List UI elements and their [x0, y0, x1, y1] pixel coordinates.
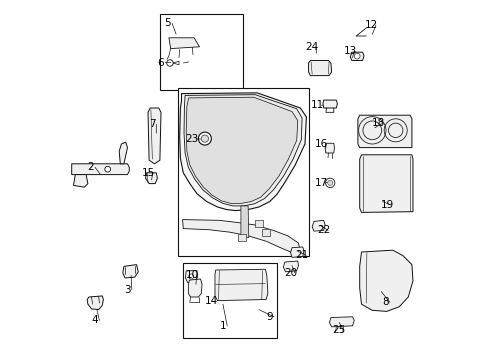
Polygon shape — [308, 60, 331, 76]
Text: 17: 17 — [315, 177, 328, 188]
Polygon shape — [283, 261, 298, 272]
Polygon shape — [179, 93, 306, 211]
Text: 20: 20 — [284, 268, 297, 278]
Polygon shape — [168, 38, 199, 49]
Circle shape — [188, 274, 193, 279]
Polygon shape — [188, 279, 202, 297]
Circle shape — [104, 166, 110, 172]
Bar — [261, 229, 269, 236]
Text: 8: 8 — [382, 297, 388, 307]
Circle shape — [198, 132, 211, 145]
Polygon shape — [349, 52, 363, 60]
Bar — [178, 88, 309, 256]
Polygon shape — [145, 173, 157, 184]
Text: 11: 11 — [310, 100, 323, 110]
Text: 24: 24 — [304, 42, 317, 52]
Polygon shape — [329, 317, 354, 327]
Circle shape — [354, 53, 359, 59]
Polygon shape — [215, 269, 267, 301]
Text: 4: 4 — [92, 315, 98, 325]
Polygon shape — [119, 142, 127, 164]
Bar — [254, 220, 262, 227]
Text: 16: 16 — [314, 139, 327, 149]
Text: 10: 10 — [185, 270, 199, 280]
Text: 23: 23 — [185, 134, 198, 144]
Polygon shape — [322, 100, 337, 108]
Bar — [183, 263, 276, 338]
Polygon shape — [183, 95, 302, 206]
Text: 7: 7 — [148, 119, 155, 129]
Polygon shape — [359, 155, 412, 212]
Text: 25: 25 — [332, 325, 345, 335]
Text: 1: 1 — [219, 321, 226, 331]
Polygon shape — [311, 220, 325, 231]
Text: 9: 9 — [266, 312, 272, 322]
Circle shape — [201, 135, 208, 142]
Text: 5: 5 — [164, 18, 171, 28]
Polygon shape — [73, 175, 88, 187]
Polygon shape — [185, 271, 197, 283]
Text: 18: 18 — [371, 118, 384, 128]
Polygon shape — [290, 247, 303, 257]
Polygon shape — [186, 97, 297, 203]
Circle shape — [325, 178, 334, 188]
Text: 22: 22 — [316, 225, 330, 235]
Polygon shape — [182, 220, 300, 254]
Text: 6: 6 — [157, 58, 164, 68]
Text: 3: 3 — [124, 285, 131, 295]
Text: 15: 15 — [142, 168, 155, 178]
Bar — [238, 234, 246, 241]
Bar — [160, 14, 242, 90]
Circle shape — [166, 60, 173, 66]
Text: 12: 12 — [364, 20, 377, 30]
Text: 19: 19 — [380, 200, 393, 210]
Circle shape — [327, 180, 332, 185]
Polygon shape — [241, 206, 248, 238]
Polygon shape — [325, 143, 334, 153]
Text: 13: 13 — [343, 46, 356, 56]
Polygon shape — [148, 108, 161, 164]
Text: 14: 14 — [204, 296, 217, 306]
Text: 2: 2 — [87, 162, 94, 172]
Polygon shape — [72, 164, 129, 175]
Polygon shape — [359, 250, 412, 311]
Polygon shape — [357, 115, 411, 148]
Text: 21: 21 — [295, 250, 308, 260]
Polygon shape — [87, 296, 103, 310]
Polygon shape — [122, 265, 138, 278]
